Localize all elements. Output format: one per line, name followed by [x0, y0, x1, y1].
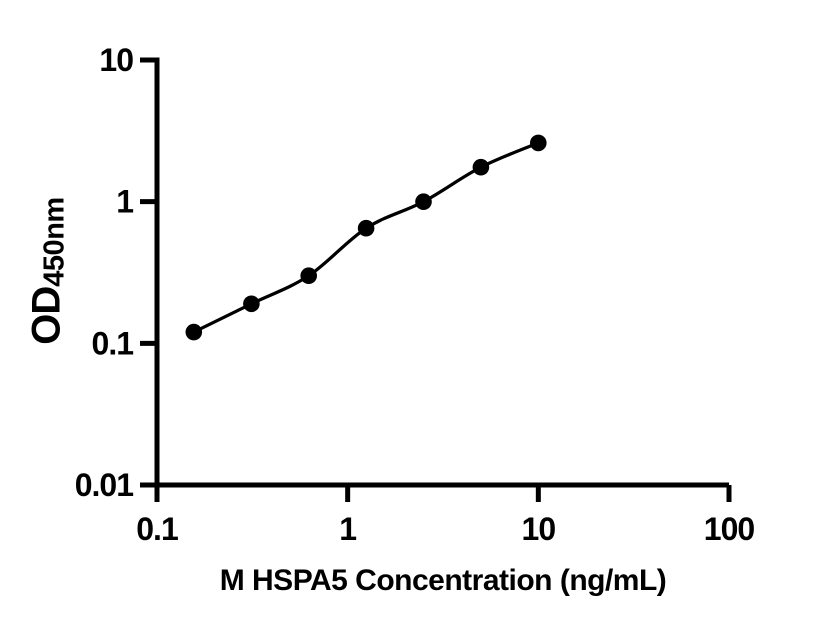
x-tick-label: 0.1	[136, 511, 178, 547]
y-tick-label: 0.01	[75, 467, 133, 503]
data-point	[415, 193, 432, 210]
y-axis-title-subscript: 450nm	[38, 197, 71, 287]
axis-spine	[154, 57, 729, 488]
data-point	[300, 267, 318, 285]
x-axis-title: M HSPA5 Concentration (ng/mL)	[219, 564, 667, 597]
y-tick-label: 1	[116, 184, 133, 220]
y-tick-label: 10	[99, 42, 133, 78]
y-axis-title: OD450nm	[24, 197, 71, 345]
data-point	[243, 295, 260, 313]
data-point	[472, 158, 490, 176]
y-tick-label: 0.1	[92, 325, 134, 361]
x-tick-label: 10	[522, 511, 556, 547]
data-point	[530, 134, 547, 152]
x-tick-label: 100	[704, 511, 755, 547]
data-point	[357, 219, 375, 237]
data-point	[185, 323, 203, 341]
y-axis-title-main: OD	[24, 286, 69, 345]
x-tick-label: 1	[339, 511, 356, 547]
